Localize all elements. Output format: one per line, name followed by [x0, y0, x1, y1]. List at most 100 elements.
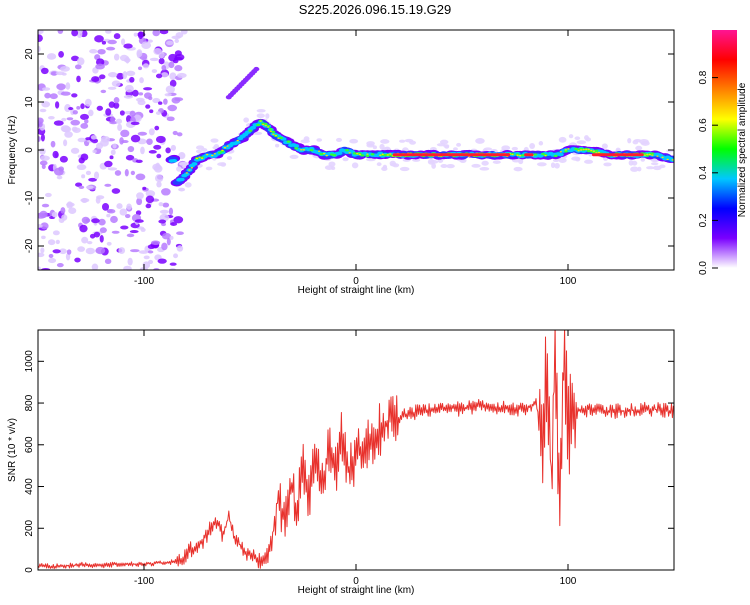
spectrogram-halo-speck	[529, 143, 536, 150]
spectrogram-noise-speck	[38, 224, 43, 228]
spectrogram-halo-speck	[392, 163, 400, 168]
spectrogram-trace-segment	[559, 151, 562, 153]
spectrogram-halo-speck	[453, 147, 458, 151]
spectrogram-noise-speck	[166, 40, 174, 46]
spectrogram-noise-speck	[76, 30, 83, 38]
spectrogram-noise-speck	[81, 236, 89, 244]
spectrogram-halo-speck	[379, 143, 385, 150]
spectrogram-y-tick-label: 0	[24, 147, 35, 153]
spectrogram-trace-segment	[577, 150, 580, 152]
spectrogram-noise-speck	[61, 117, 67, 122]
spectrogram-trace-segment	[553, 154, 558, 158]
colorbar-gradient	[712, 30, 737, 268]
spectrogram-trace-segment	[195, 157, 199, 160]
spectrogram-trace-segment	[585, 148, 588, 151]
spectrogram-trace-segment	[332, 153, 337, 157]
spectrogram-noise-speck	[78, 185, 85, 189]
spectrogram-trace-segment	[579, 149, 583, 151]
spectrogram-noise-speck	[89, 49, 98, 54]
spectrogram-noise-speck	[85, 137, 92, 141]
spectrogram-x-axis-label: Height of straight line (km)	[298, 285, 415, 296]
spectrogram-noise-speck	[155, 73, 163, 79]
spectrogram-noise-speck	[123, 43, 133, 49]
snr-x-tick-label: 0	[353, 576, 359, 587]
snr-panel: -100 0 100 0 200 400 600 800 1000 Height of str…	[7, 329, 675, 596]
spectrogram-noise-speck	[120, 129, 130, 138]
spectrogram-noise-speck	[129, 229, 139, 234]
spectrogram-halo-speck	[568, 134, 574, 139]
spectrogram-noise-speck	[106, 46, 116, 51]
spectrogram-noise-speck	[70, 119, 81, 126]
spectrogram-halo-speck	[253, 131, 263, 136]
spectrogram-noise-speck	[156, 181, 162, 188]
spectrogram-halo-speck	[627, 137, 632, 144]
spectrogram-noise-speck	[174, 50, 182, 57]
spectrogram-halo-speck	[210, 138, 219, 143]
spectrogram-trace-segment	[651, 154, 654, 156]
spectrogram-halo-speck	[492, 160, 501, 164]
spectrogram-noise-speck	[119, 137, 124, 145]
spectrogram-halo-speck	[381, 166, 388, 172]
spectrogram-noise-speck	[178, 187, 186, 192]
spectrogram-noise-speck	[130, 170, 136, 176]
spectrogram-halo-speck	[585, 137, 592, 142]
spectrogram-noise-speck	[41, 164, 46, 170]
spectrogram-noise-speck	[105, 30, 112, 34]
spectrogram-noise-speck	[127, 257, 133, 266]
spectrogram-noise-speck	[39, 147, 46, 155]
spectrogram-noise-speck	[129, 110, 136, 117]
spectrogram-trace-segment	[357, 152, 362, 155]
spectrogram-noise-speck	[38, 117, 44, 125]
spectrogram-halo-speck	[558, 136, 567, 143]
spectrogram-noise-speck	[86, 241, 93, 245]
spectrogram-noise-speck	[167, 104, 178, 112]
spectrogram-noise-speck	[136, 192, 144, 200]
spectrogram-trace-segment	[185, 172, 189, 174]
spectrogram-trace-segment	[564, 149, 568, 151]
spectrogram-noise-speck	[80, 123, 89, 129]
spectrogram-noise-speck	[88, 177, 97, 182]
spectrogram-noise-speck	[95, 63, 105, 70]
spectrogram-noise-speck	[114, 170, 122, 176]
spectrogram-noise-speck	[81, 216, 90, 224]
spectrogram-halo-speck	[536, 162, 547, 167]
spectrogram-halo-speck	[303, 136, 310, 142]
colorbar-label: Normalized spectral amplitude	[737, 82, 748, 217]
spectrogram-halo-speck	[324, 165, 334, 171]
spectrogram-halo-speck	[631, 160, 638, 166]
spectrogram-noise-speck	[142, 63, 150, 69]
spectrogram-halo-speck	[554, 162, 560, 169]
spectrogram-noise-speck	[76, 164, 87, 171]
spectrogram-noise-speck	[157, 258, 167, 264]
spectrogram-noise-speck	[74, 257, 81, 263]
spectrogram-noise-speck	[51, 211, 58, 218]
spectrogram-noise-speck	[147, 244, 156, 250]
spectrogram-noise-speck	[65, 252, 71, 261]
spectrogram-trace-segment	[236, 139, 239, 142]
snr-x-axis-label: Height of straight line (km)	[298, 585, 415, 596]
spectrogram-noise-speck	[77, 246, 86, 252]
spectrogram-noise-speck	[162, 202, 170, 208]
spectrogram-noise-speck	[48, 116, 55, 120]
spectrogram-trace-segment	[533, 153, 538, 156]
spectrogram-noise-speck	[99, 235, 104, 243]
spectrogram-trace-segment	[386, 154, 389, 156]
spectrogram-halo-speck	[376, 162, 382, 167]
spectrogram-noise-speck	[141, 41, 152, 50]
spectrogram-noise-speck	[107, 86, 117, 90]
spectrogram-noise-speck	[64, 104, 71, 113]
spectrogram-trace-segment	[597, 151, 601, 154]
spectrogram-noise-speck	[45, 192, 52, 198]
spectrogram-noise-speck	[173, 253, 179, 259]
spectrogram-noise-speck	[44, 92, 51, 99]
spectrogram-trace-segment	[356, 152, 359, 155]
snr-y-tick-label: 1000	[24, 350, 35, 373]
spectrogram-halo-speck	[652, 165, 662, 171]
spectrogram-trace-segment	[645, 154, 650, 157]
spectrogram-y-tick-label: -20	[24, 238, 35, 253]
spectrogram-noise-speck	[126, 233, 135, 238]
spectrogram-trace-segment	[389, 153, 392, 155]
spectrogram-halo-speck	[351, 162, 359, 169]
spectrogram-noise-speck	[120, 38, 126, 46]
spectrogram-noise-speck	[68, 106, 74, 111]
